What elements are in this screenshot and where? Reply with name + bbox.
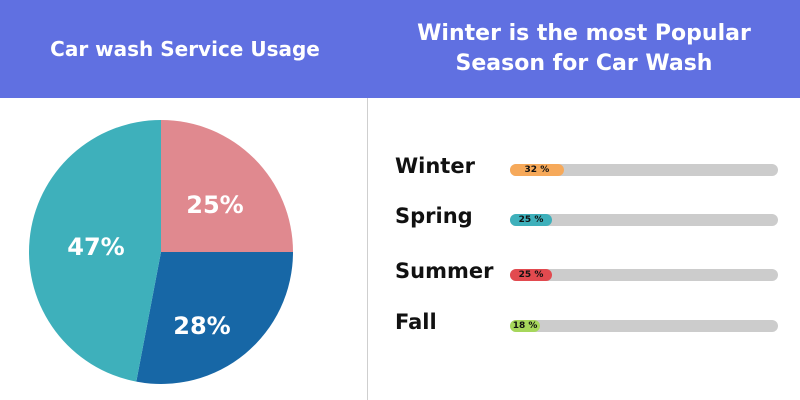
bar-value-spring: 25 % [518,215,544,225]
pie-label-slice-3: 47% [67,233,125,261]
bar-fill-spring [510,214,552,226]
bar-value-winter: 32 % [524,165,550,175]
pie-slice-2 [136,252,293,384]
bar-fill-winter [510,164,564,176]
bar-chart-title-line2: Season for Car Wash [455,51,713,76]
bar-track-fall: 18 % [510,320,778,332]
bar-chart-title: Winter is the most Popular Season for Ca… [368,0,800,98]
pie-chart [28,120,293,384]
bar-chart-title-line1: Winter is the most Popular [417,21,751,46]
season-label-winter: Winter [395,154,475,178]
panel-divider [367,98,368,400]
pie-chart-title: Car wash Service Usage [50,37,320,61]
season-label-fall: Fall [395,310,437,334]
season-label-spring: Spring [395,204,473,228]
season-label-summer: Summer [395,259,494,283]
bar-value-fall: 18 % [512,321,538,331]
bar-track-spring: 25 % [510,214,778,226]
bar-fill-summer [510,269,552,281]
bar-track-summer: 25 % [510,269,778,281]
header-bar: Car wash Service Usage Winter is the mos… [0,0,800,98]
pie-label-slice-1: 25% [186,191,244,219]
pie-slice-3 [28,120,162,382]
bar-fill-fall [510,320,541,332]
bar-value-summer: 25 % [518,270,544,280]
pie-slice-1 [161,120,293,252]
bar-track-winter: 32 % [510,164,778,176]
pie-label-slice-2: 28% [173,312,231,340]
